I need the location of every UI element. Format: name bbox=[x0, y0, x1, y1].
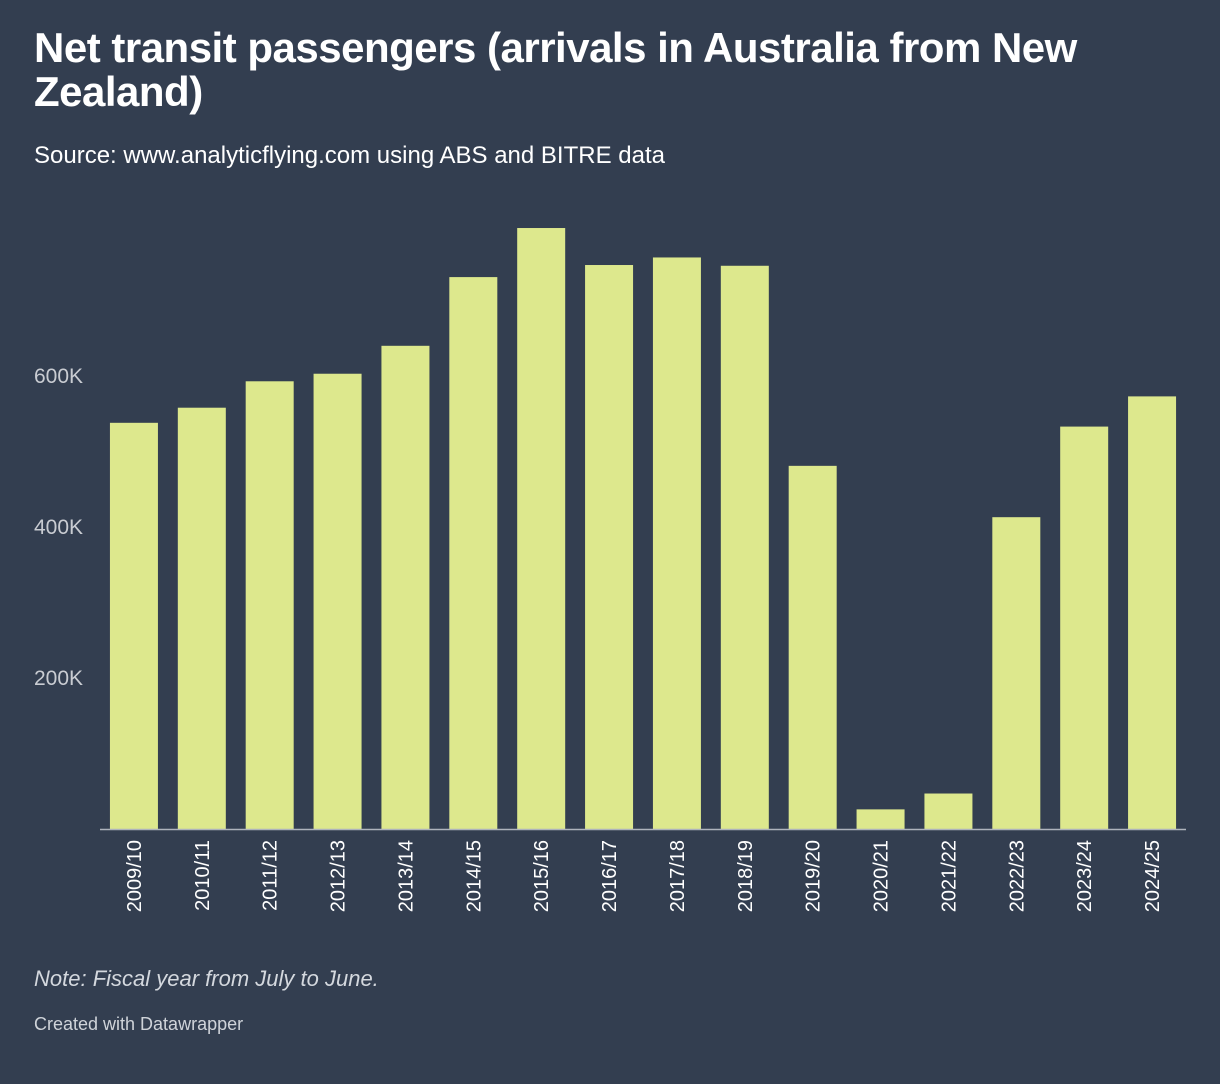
bar-2016-17[interactable] bbox=[585, 265, 634, 829]
bar-2015-16[interactable] bbox=[517, 228, 566, 829]
x-tick-label: 2009/10 bbox=[124, 840, 146, 912]
bar-2022-23[interactable] bbox=[992, 517, 1041, 829]
x-tick-label: 2023/24 bbox=[1074, 840, 1096, 912]
bar-2019-20[interactable] bbox=[788, 465, 837, 829]
bar-2011-12[interactable] bbox=[245, 381, 294, 829]
x-tick-label: 2024/25 bbox=[1142, 840, 1164, 912]
bar-2023-24[interactable] bbox=[1060, 426, 1109, 829]
y-tick-label: 200K bbox=[34, 667, 83, 690]
x-tick-label: 2019/20 bbox=[803, 840, 825, 912]
x-tick-label: 2020/21 bbox=[871, 840, 893, 912]
bar-2018-19[interactable] bbox=[720, 265, 769, 829]
credit-line: Created with Datawrapper bbox=[34, 1014, 244, 1034]
chart-title: Net transit passengers (arrivals in Aust… bbox=[34, 24, 1077, 115]
bars bbox=[109, 228, 1177, 830]
bar-2009-10[interactable] bbox=[109, 422, 158, 829]
bar-2021-22[interactable] bbox=[924, 793, 973, 829]
x-tick-label: 2018/19 bbox=[735, 840, 757, 912]
x-tick-label: 2017/18 bbox=[667, 840, 689, 912]
bar-2013-14[interactable] bbox=[381, 345, 430, 829]
bar-2017-18[interactable] bbox=[652, 257, 701, 830]
y-axis-labels: 200K 400K 600K bbox=[34, 365, 83, 690]
x-tick-label: 2016/17 bbox=[599, 840, 621, 912]
bar-2010-11[interactable] bbox=[177, 407, 226, 829]
bar-2012-13[interactable] bbox=[313, 373, 362, 829]
x-tick-label: 2013/14 bbox=[395, 840, 417, 912]
x-tick-label: 2022/23 bbox=[1006, 840, 1028, 912]
y-tick-label: 600K bbox=[34, 365, 83, 388]
chart-subtitle: Source: www.analyticflying.com using ABS… bbox=[34, 142, 665, 169]
footnote: Note: Fiscal year from July to June. bbox=[34, 966, 379, 991]
x-axis-labels: 2009/10 2010/11 2011/12 2012/13 2013/14 2014/… bbox=[124, 840, 1164, 912]
y-tick-label: 400K bbox=[34, 516, 83, 539]
x-tick-label: 2015/16 bbox=[531, 840, 553, 912]
x-tick-label: 2014/15 bbox=[463, 840, 485, 912]
x-tick-label: 2011/12 bbox=[260, 840, 282, 911]
x-tick-label: 2012/13 bbox=[328, 840, 350, 912]
bar-2024-25[interactable] bbox=[1128, 396, 1177, 829]
x-tick-label: 2021/22 bbox=[938, 840, 960, 912]
bar-2014-15[interactable] bbox=[449, 277, 498, 830]
x-tick-label: 2010/11 bbox=[192, 840, 214, 911]
bar-2020-21[interactable] bbox=[856, 809, 905, 829]
